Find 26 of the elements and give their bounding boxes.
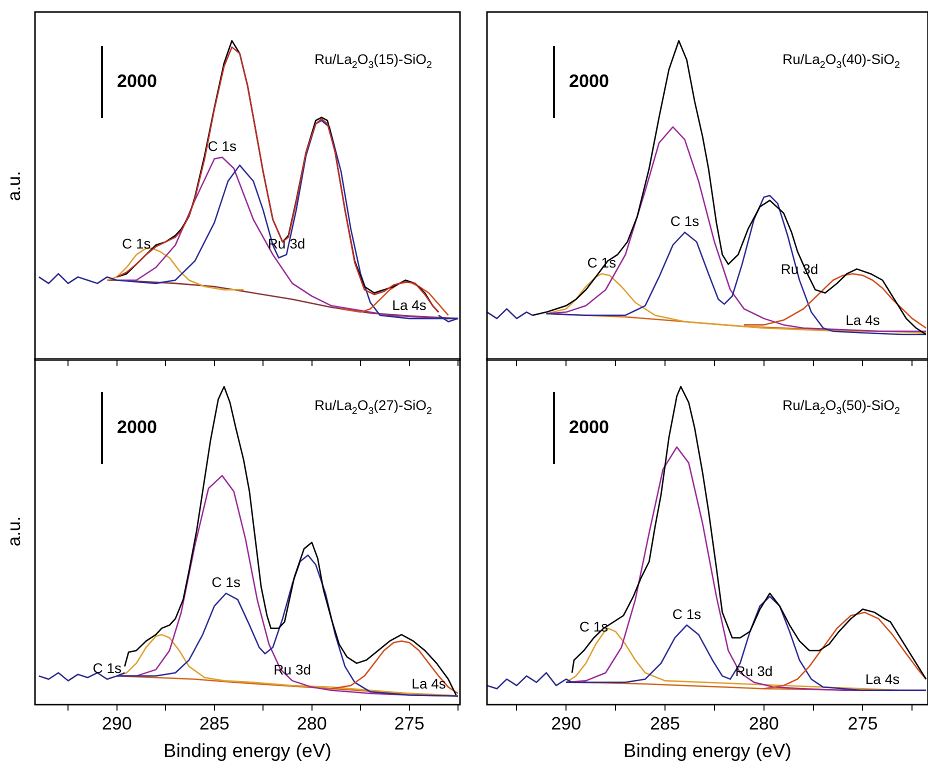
x-tick-label: 285: [199, 713, 230, 734]
annotation: La 4s: [392, 296, 426, 313]
annotation: La 4s: [865, 671, 900, 688]
x-tick-label: 285: [650, 713, 680, 734]
x-tick-label: 290: [102, 713, 132, 734]
x-tick-label: 275: [848, 713, 878, 734]
annotation: 2000: [569, 70, 610, 91]
annotation: 2000: [117, 70, 158, 91]
annotation: C 1s: [208, 138, 237, 154]
x-tick-label: 290: [551, 713, 582, 734]
annotation: La 4s: [412, 675, 446, 692]
x-axis-title: Binding energy (eV): [624, 740, 792, 762]
y-axis-title: a.u.: [4, 516, 24, 546]
annotation: La 4s: [846, 312, 880, 328]
x-tick-label: 275: [394, 713, 424, 734]
annotation: C 1s: [670, 213, 700, 230]
x-tick-label: 280: [296, 713, 327, 734]
y-axis-title: a.u.: [4, 170, 24, 202]
annotation: 2000: [569, 416, 610, 437]
annotation: 2000: [117, 416, 158, 437]
annotation: C 1s: [92, 660, 122, 676]
x-axis-title: Binding energy (eV): [164, 740, 332, 762]
x-tick-label: 280: [748, 713, 779, 734]
annotation: C 1s: [122, 236, 151, 252]
annotation: C 1s: [212, 574, 240, 590]
annotation: C 1s: [672, 606, 702, 622]
